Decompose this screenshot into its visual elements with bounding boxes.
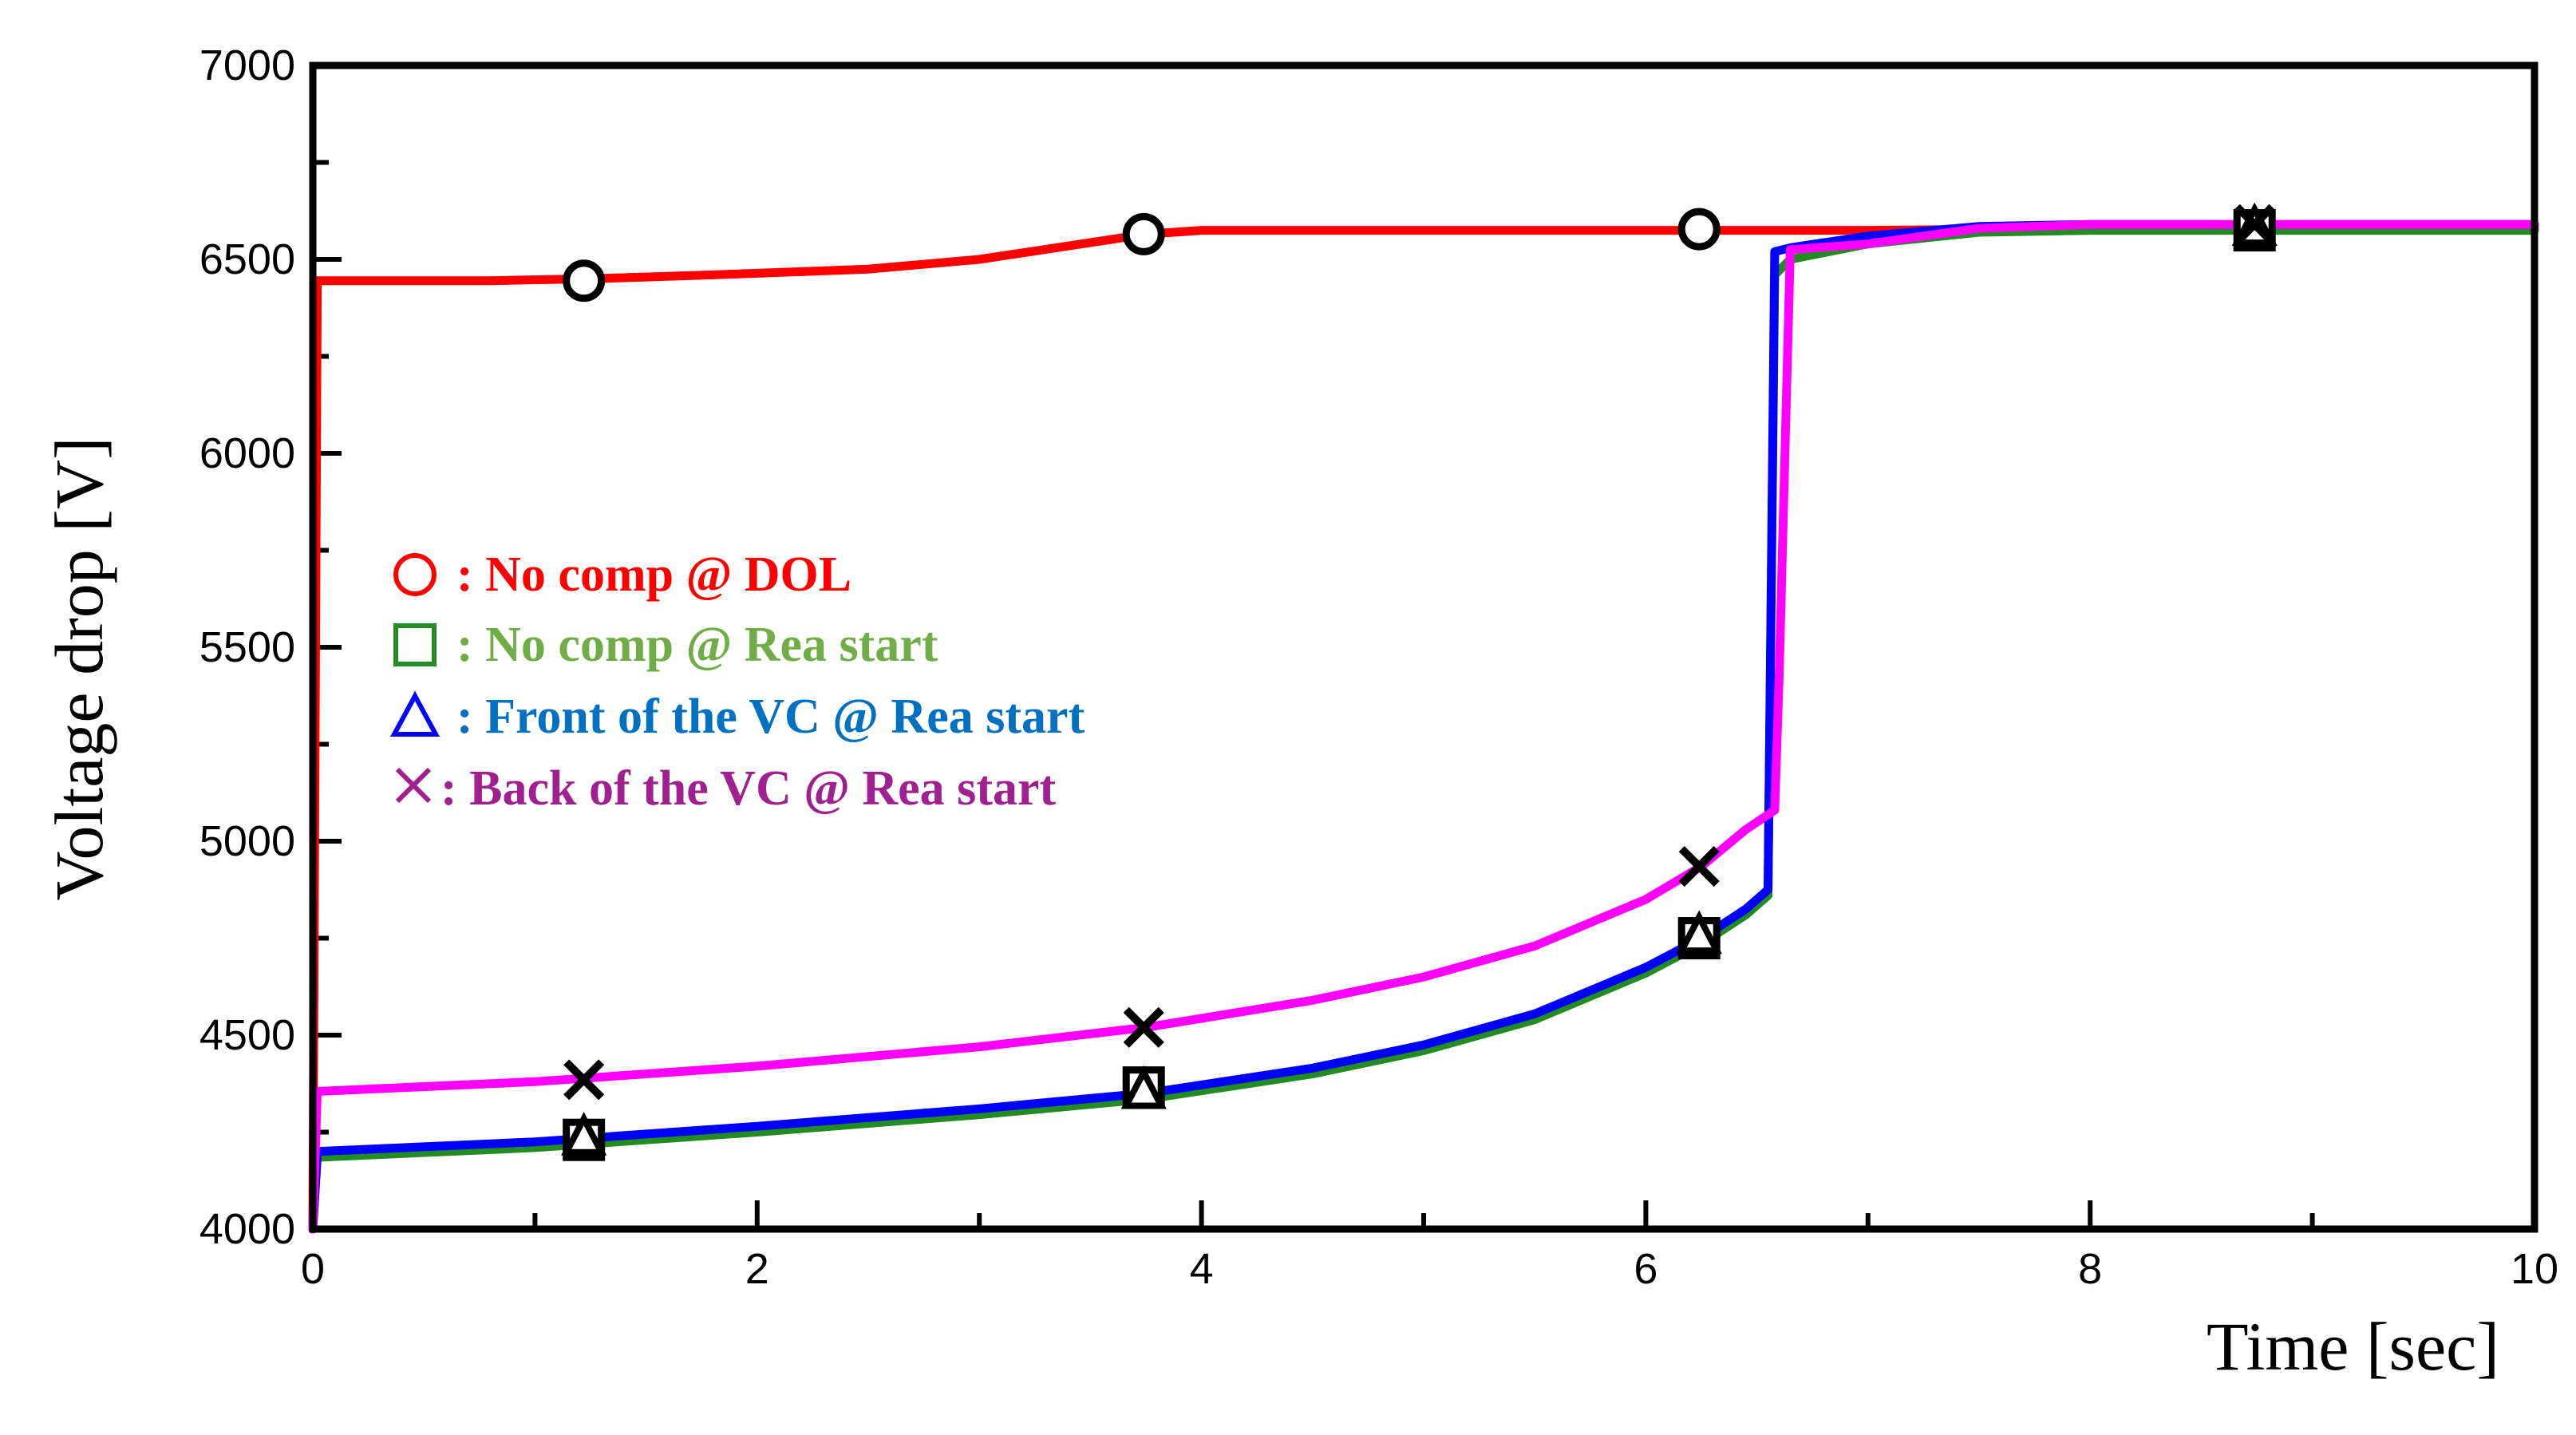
plot-frame [309, 61, 2538, 1233]
y-tick-label: 4000 [200, 1205, 295, 1253]
circle-marker [1122, 212, 1165, 255]
legend-label: : No comp @ DOL [456, 548, 851, 602]
x-tick-label: 2 [745, 1245, 769, 1293]
legend-label: : No comp @ Rea start [456, 618, 938, 672]
y-tick-label: 5500 [200, 623, 295, 671]
circle-marker [563, 259, 606, 302]
legend-circle-symbol [393, 553, 437, 596]
y-tick-label: 6500 [200, 235, 295, 283]
y-axis-title: Voltage drop [V] [41, 437, 117, 900]
legend-item-back-vc: : Back of the VC @ Rea start [395, 761, 1056, 816]
y-tick-label: 5000 [200, 817, 295, 865]
circle-marker [1677, 208, 1721, 251]
tick-labels: 0 2 4 6 8 10 4000 4500 5000 5500 6000 6500 7000 [200, 42, 2558, 1293]
legend-item-no-comp-rea-start: : No comp @ Rea start [393, 618, 938, 672]
legend-triangle-symbol [389, 690, 441, 737]
legend-item-front-vc: : Front of the VC @ Rea start [389, 690, 1085, 744]
y-tick-label: 4500 [200, 1011, 295, 1059]
cross-marker [1678, 846, 1720, 887]
legend: : No comp @ DOL : No comp @ Rea start : … [389, 548, 1085, 816]
cross-marker [2234, 204, 2275, 245]
legend-label: : Back of the VC @ Rea start [441, 761, 1056, 816]
legend-item-no-comp-dol: : No comp @ DOL [393, 548, 851, 602]
legend-square-symbol [393, 623, 437, 666]
y-tick-label: 7000 [200, 42, 295, 89]
triangle-marker [561, 1112, 607, 1156]
cross-marker [563, 1059, 605, 1101]
series-line-2 [308, 219, 2539, 1234]
legend-cross-symbol [395, 767, 432, 804]
x-tick-label: 8 [2078, 1245, 2102, 1293]
y-tick-label: 6000 [200, 429, 295, 477]
plot-markers [561, 202, 2278, 1161]
x-axis-title: Time [sec] [2207, 1308, 2499, 1385]
triangle-marker [1676, 910, 1722, 955]
x-tick-label: 0 [301, 1245, 325, 1293]
x-tick-label: 4 [1190, 1245, 1214, 1293]
x-tick-label: 10 [2511, 1245, 2558, 1293]
series-line-3 [308, 219, 2539, 1234]
triangle-marker [1120, 1065, 1167, 1109]
legend-label: : Front of the VC @ Rea start [456, 690, 1085, 744]
cross-marker [1123, 1006, 1164, 1048]
x-tick-label: 6 [1634, 1245, 1657, 1293]
